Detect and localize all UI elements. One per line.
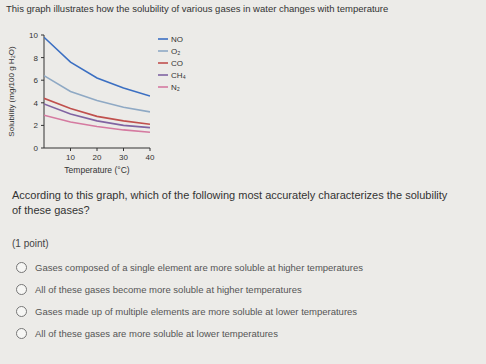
- y-tick: [41, 102, 44, 103]
- legend-swatch: [158, 62, 168, 64]
- points-text: (1 point): [12, 238, 49, 249]
- answer-option[interactable]: All of these gases become more soluble a…: [16, 284, 302, 295]
- series-line: [44, 115, 150, 132]
- legend-swatch: [158, 38, 168, 40]
- option-text: Gases composed of a single element are m…: [35, 262, 363, 273]
- y-tick: [41, 148, 44, 149]
- y-tick-label: 8: [34, 54, 39, 63]
- legend-swatch: [158, 74, 168, 76]
- answer-option[interactable]: Gases composed of a single element are m…: [16, 262, 363, 273]
- legend-label: NO: [171, 35, 183, 44]
- chart: 0 2 4 6 8 10 10 20 30 40 Temperature (°C) Solubilit…: [0, 0, 486, 185]
- x-tick: [123, 148, 124, 151]
- legend-swatch: [158, 50, 168, 52]
- chart-title: This graph illustrates how the solubilit…: [6, 3, 388, 14]
- radio-button[interactable]: [16, 284, 27, 295]
- radio-button[interactable]: [16, 306, 27, 317]
- y-tick-label: 2: [34, 121, 39, 130]
- y-tick: [41, 35, 44, 36]
- y-tick-label: 0: [34, 144, 39, 153]
- y-tick-label: 6: [34, 76, 39, 85]
- radio-button[interactable]: [16, 328, 27, 339]
- question-text: According to this graph, which of the fo…: [12, 188, 452, 218]
- series-line: [44, 37, 150, 96]
- answer-option[interactable]: All of these gases are more soluble at l…: [16, 328, 278, 339]
- x-tick-label: 40: [146, 153, 155, 162]
- x-tick: [97, 148, 98, 151]
- answer-option[interactable]: Gases made up of multiple elements are m…: [16, 306, 357, 317]
- x-tick: [70, 148, 71, 151]
- series-line: [44, 104, 150, 128]
- legend-label: CH₄: [171, 71, 186, 80]
- y-tick: [41, 125, 44, 126]
- x-tick-label: 30: [119, 153, 128, 162]
- y-tick-label: 10: [29, 31, 38, 40]
- x-tick-label: 20: [93, 153, 102, 162]
- legend-label: N₂: [171, 83, 180, 92]
- x-tick-label: 10: [66, 153, 75, 162]
- y-axis: [44, 35, 45, 148]
- y-tick: [41, 57, 44, 58]
- legend-label: CO: [171, 59, 183, 68]
- legend-swatch: [158, 86, 168, 88]
- option-text: All of these gases are more soluble at l…: [35, 328, 278, 339]
- option-text: All of these gases become more soluble a…: [35, 284, 302, 295]
- y-axis-label: Solubility (mg/100 g H₂O): [7, 46, 16, 137]
- legend-label: O₂: [171, 47, 180, 56]
- plot-lines: [44, 37, 150, 132]
- series-line: [44, 76, 150, 112]
- x-axis-label: Temperature (°C): [64, 165, 129, 175]
- x-tick: [150, 148, 151, 151]
- radio-button[interactable]: [16, 262, 27, 273]
- option-text: Gases made up of multiple elements are m…: [35, 306, 357, 317]
- y-tick: [41, 80, 44, 81]
- y-tick-label: 4: [34, 99, 39, 108]
